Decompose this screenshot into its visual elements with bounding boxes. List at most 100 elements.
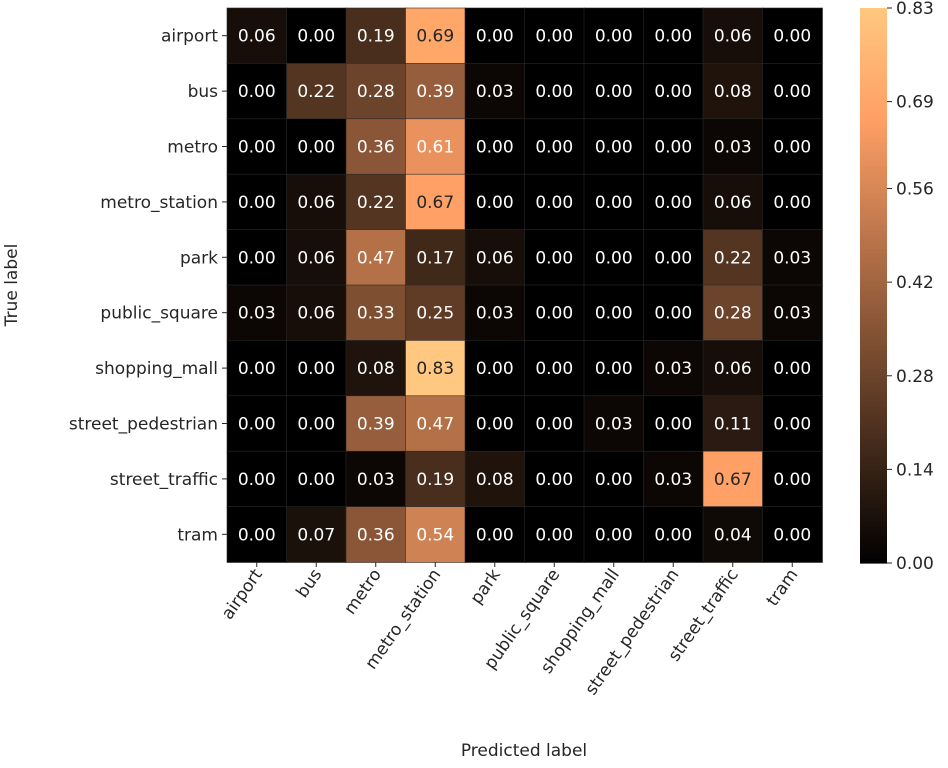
colorbar: 0.00 0.14 0.28 0.42 0.56 0.69 0.83 [860,0,934,574]
cell-value: 0.39 [416,82,454,102]
heatmap-cell [464,395,526,452]
heatmap-cell [405,7,466,65]
cell-value: 0.00 [595,138,633,158]
colorbar-segment [860,58,887,65]
cell-value: 0.36 [357,138,395,158]
colorbar-segment [860,313,887,319]
colorbar-segment [860,433,887,439]
cell-value: 0.00 [595,193,633,213]
colorbar-segment [860,220,887,226]
colorbar-segment [860,54,887,60]
cell-value: 0.00 [535,27,573,47]
colorbar-segment [860,179,887,185]
cell-value: 0.00 [238,525,276,545]
cell-value: 0.00 [238,248,276,268]
cell-value: 0.00 [476,193,514,213]
cell-value: 0.00 [654,82,692,102]
heatmap-cell [464,229,526,286]
colorbar-segment [860,202,887,208]
heatmap-cell [405,340,466,397]
colorbar-segment [860,322,887,328]
cell-value: 0.25 [416,304,454,324]
colorbar-segment [860,63,887,69]
x-tick-label: tram [763,565,803,610]
colorbar-segment [860,109,887,115]
heatmap-cell [762,229,823,286]
colorbar-segment [860,40,887,46]
cell-value: 0.67 [714,470,752,490]
y-tick-label: airport [161,27,218,47]
colorbar-segment [860,276,887,282]
colorbar-segment [860,382,887,388]
cell-value: 0.00 [654,525,692,545]
cell-value: 0.11 [714,415,752,435]
heatmap-cell [702,340,764,397]
colorbar-segment [860,317,887,324]
heatmap-cell [643,395,704,452]
colorbar-segment [860,336,887,342]
heatmap-cell [524,395,585,452]
heatmap-cell [762,395,823,452]
heatmap-cell [702,395,764,452]
heatmap-cell [643,118,704,176]
heatmap-cell [345,229,407,286]
colorbar-segment [860,248,887,254]
heatmap-cell [286,63,347,120]
cell-value: 0.00 [773,27,811,47]
cell-value: 0.00 [535,304,573,324]
cell-value: 0.00 [654,248,692,268]
y-tick-label: street_pedestrian [69,415,218,435]
colorbar-segment [860,165,887,171]
colorbar-segment [860,49,887,55]
colorbar-segment [860,82,887,88]
heatmap-cell [226,340,288,397]
heatmap-cell [762,7,823,65]
cell-value: 0.03 [714,138,752,158]
cell-value: 0.00 [595,470,633,490]
heatmap-cell [762,63,823,120]
y-tick-label: public_square [100,304,218,324]
colorbar-segment [860,364,887,370]
cell-value: 0.06 [238,27,276,47]
cell-value: 0.00 [535,525,573,545]
heatmap-cell [702,173,764,231]
cell-value: 0.00 [535,138,573,158]
colorbar-segment [860,544,887,550]
colorbar-segment [860,156,887,162]
colorbar-segment [860,516,887,522]
heatmap-cell [643,340,704,397]
heatmap-cell [524,63,585,120]
colorbar-segment [860,415,887,421]
cell-value: 0.06 [297,193,335,213]
colorbar-segment [860,137,887,143]
cell-value: 0.03 [476,304,514,324]
colorbar-segment [860,405,887,411]
cell-value: 0.03 [476,82,514,102]
colorbar-segment [860,493,887,499]
cell-value: 0.06 [476,248,514,268]
cell-value: 0.39 [357,415,395,435]
colorbar-segment [860,456,887,462]
cell-value: 0.00 [535,470,573,490]
cell-value: 0.03 [654,470,692,490]
colorbar-segment [860,489,887,495]
heatmap-cell [702,284,764,342]
heatmap-cell [345,7,407,65]
colorbar-segment [860,410,887,416]
cell-value: 0.00 [476,27,514,47]
cell-value: 0.00 [595,525,633,545]
colorbar-tick-label: 0.56 [896,180,934,200]
colorbar-segment [860,507,887,513]
heatmap-cell [583,118,645,176]
colorbar-segment [860,419,887,425]
heatmap-cell [524,173,585,231]
colorbar-segment [860,267,887,273]
heatmap-cell [464,7,526,65]
colorbar-segment [860,86,887,92]
cell-value: 0.28 [714,304,752,324]
colorbar-segment [860,373,887,379]
cell-value: 0.00 [654,138,692,158]
heatmap-cell [524,340,585,397]
colorbar-segment [860,308,887,314]
